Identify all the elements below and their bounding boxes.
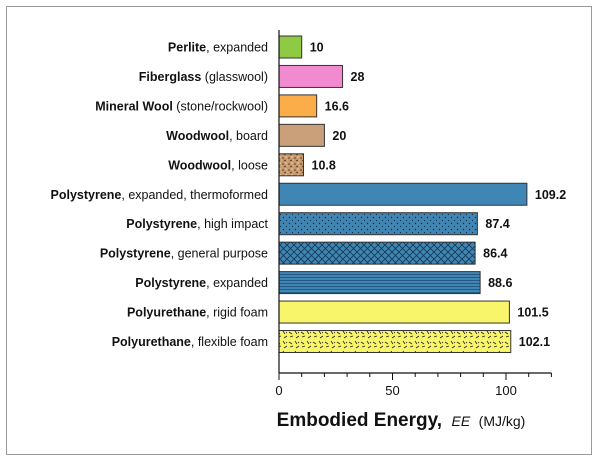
bar [278,330,512,353]
x-axis: 0 50 100 [275,30,552,398]
bar [278,64,344,88]
value-label: 28 [351,70,365,84]
bar [278,153,305,177]
category-label-rest: , high impact [197,217,268,231]
category-label-bold: Polystyrene [100,247,171,261]
category-label-bold: Fiberglass [139,70,202,84]
category-label: Fiberglass (glasswool) [139,70,268,84]
category-label-rest: , expanded [206,41,268,55]
x-axis-title-unit: (MJ/kg) [479,413,526,429]
category-label-bold: Polystyrene [135,276,206,290]
category-label-bold: Polystyrene [126,217,197,231]
category-label-bold: Polyurethane [127,306,206,320]
value-label: 88.6 [488,276,512,290]
category-label-rest: , board [229,129,268,143]
value-label: 10 [310,41,324,55]
category-label: Polystyrene, expanded [135,276,268,290]
x-axis-title: Embodied Energy, EE (MJ/kg) [277,410,526,431]
bar [278,241,476,265]
category-label-bold: Polyurethane [112,335,191,349]
category-label: Polyurethane, flexible foam [112,335,268,349]
value-label: 87.4 [485,217,509,231]
value-labels: 10 28 16.6 20 10.8 109.2 87.4 86.4 88.6 101.5 102.… [310,41,567,350]
bars [278,35,528,353]
category-label: Woodwool, loose [168,158,268,172]
category-label-rest: (glasswool) [201,70,268,84]
category-label-rest: , rigid foam [206,306,268,320]
x-axis-title-main: Embodied Energy, [277,410,442,431]
category-label: Perlite, expanded [168,41,268,55]
category-label: Polystyrene, high impact [126,217,268,231]
category-label-bold: Woodwool [166,129,229,143]
bar [278,271,481,295]
category-label: Polyurethane, rigid foam [127,306,268,320]
category-label: Woodwool, board [166,129,268,143]
category-label: Polystyrene, general purpose [100,247,268,261]
value-label: 20 [332,129,346,143]
category-label-bold: Woodwool [168,158,231,172]
bar [278,182,528,206]
bar [278,123,325,147]
value-label: 86.4 [483,247,507,261]
category-label: Mineral Wool (stone/rockwool) [95,99,268,113]
category-label-bold: Polystyrene [51,188,122,202]
value-label: 101.5 [517,306,548,320]
category-label-bold: Perlite [168,41,206,55]
category-label-rest: , expanded [206,276,268,290]
category-label-rest: (stone/rockwool) [173,99,268,113]
x-tick-label: 100 [495,383,517,398]
x-tick-label: 50 [385,383,399,398]
category-label-rest: , general purpose [171,247,268,261]
value-label: 109.2 [535,188,566,202]
category-label: Polystyrene, expanded, thermoformed [51,188,269,202]
category-label-rest: , loose [231,158,268,172]
value-label: 102.1 [519,335,550,349]
category-label-bold: Mineral Wool [95,99,173,113]
bar [278,300,510,324]
category-label-rest: , flexible foam [191,335,268,349]
x-axis-title-symbol: EE [452,413,471,429]
x-tick-label: 0 [275,383,282,398]
value-label: 10.8 [312,158,336,172]
category-label-rest: , expanded, thermoformed [121,188,268,202]
value-label: 16.6 [325,99,349,113]
bar [278,94,318,118]
bar [278,35,303,59]
bar [278,212,478,236]
